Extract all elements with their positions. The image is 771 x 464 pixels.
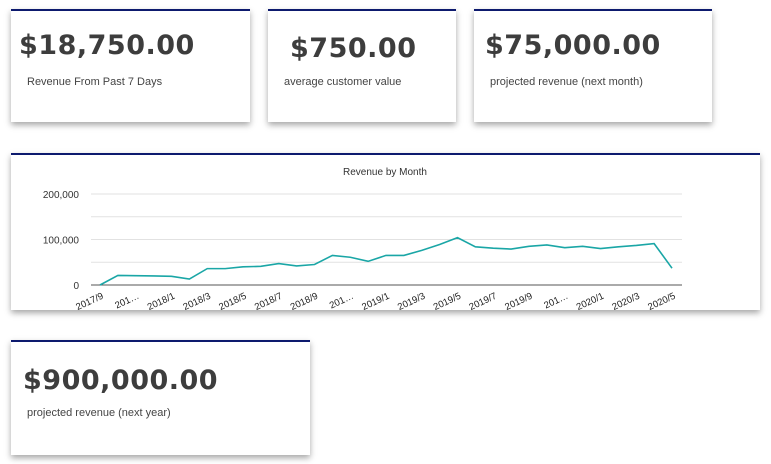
y-tick-label: 0 [73,281,79,292]
card-label: projected revenue (next month) [490,76,643,88]
x-tick-label: 2019/3 [396,291,427,310]
x-tick-label: 201… [113,291,141,310]
revenue-line [99,236,673,286]
x-tick-label: 2017/9 [74,291,105,310]
x-tick-label: 201… [542,291,570,310]
x-tick-label: 2018/5 [217,291,248,310]
revenue-past-7-days-card: $18,750.00 Revenue From Past 7 Days [11,9,250,122]
chart-svg: Revenue by Month 0 100,000 200,000 2017/9 20… [43,167,682,313]
x-tick-label: 2019/9 [503,291,534,310]
x-tick-label: 201… [328,291,356,310]
card-value: $75,000.00 [485,30,661,61]
x-tick-label: 2018/3 [182,291,213,310]
y-tick-label: 200,000 [43,190,80,201]
average-customer-value-card: $750.00 average customer value [268,9,456,122]
card-label: projected revenue (next year) [27,407,171,419]
card-value: $750.00 [290,33,417,64]
projected-revenue-year-card: $900,000.00 projected revenue (next year… [11,340,310,455]
card-value: $900,000.00 [23,365,219,396]
chart-title: Revenue by Month [343,167,427,178]
card-value: $18,750.00 [19,30,195,61]
x-tick-label: 2018/9 [289,291,320,310]
projected-revenue-month-card: $75,000.00 projected revenue (next month… [474,9,712,122]
card-label: Revenue From Past 7 Days [27,76,163,88]
x-tick-label: 2019/7 [468,291,499,310]
y-tick-label: 100,000 [43,236,80,247]
x-tick-label: 2020/1 [575,291,606,310]
x-tick-label: 2020/5 [646,291,677,310]
card-label: average customer value [284,76,402,88]
x-tick-label: 2018/7 [253,291,284,310]
x-tick-label: 2019/1 [360,291,391,310]
x-tick-label: 2018/1 [146,291,177,310]
revenue-by-month-chart: Revenue by Month 0 100,000 200,000 2017/9 20… [11,153,760,313]
x-tick-label: 2019/5 [432,291,463,310]
x-tick-label: 2020/3 [611,291,642,310]
